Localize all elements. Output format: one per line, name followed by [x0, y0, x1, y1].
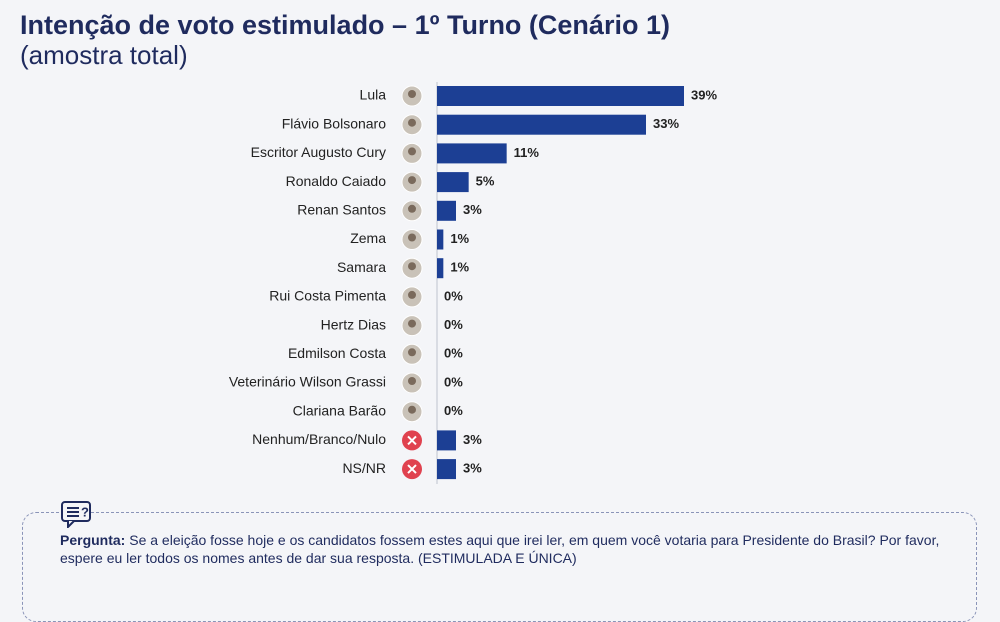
- category-label: Clariana Barão: [293, 402, 387, 418]
- icon: [407, 464, 417, 474]
- bar: [437, 258, 444, 279]
- avatar: [408, 118, 416, 127]
- value-label: 1%: [450, 231, 469, 246]
- icon: [407, 435, 417, 446]
- category-label: Rui Costa Pimenta: [269, 288, 386, 304]
- category-label: Veterinário Wilson Grassi: [229, 374, 386, 390]
- svg-text:?: ?: [81, 504, 89, 519]
- page: Intenção de voto estimulado – 1º Turno (…: [20, 10, 977, 622]
- category-label: Zema: [350, 230, 386, 246]
- avatar: [408, 319, 416, 328]
- avatar: [408, 90, 416, 98]
- value-label: 1%: [450, 260, 469, 275]
- category-label: NS/NR: [342, 460, 386, 476]
- value-label: 3%: [463, 461, 482, 476]
- avatar: [408, 262, 416, 271]
- bar: [437, 459, 456, 480]
- avatar: [408, 176, 416, 185]
- avatar: [408, 147, 416, 156]
- category-label: Ronaldo Caiado: [286, 173, 387, 189]
- category-label: Samara: [337, 259, 386, 275]
- category-label: Renan Santos: [297, 202, 386, 218]
- value-label: 5%: [476, 174, 495, 189]
- value-label: 3%: [463, 202, 482, 217]
- category-label: Nenhum/Branco/Nulo: [252, 431, 386, 447]
- question: Pergunta: Se a eleição fosse hoje e os c…: [60, 531, 965, 567]
- category-label: Hertz Dias: [321, 316, 386, 332]
- value-label: 0%: [444, 374, 463, 389]
- bar: [437, 200, 456, 221]
- question-label: Pergunta:: [60, 532, 126, 548]
- value-label: 0%: [444, 403, 463, 418]
- bar: [437, 86, 684, 106]
- bar: [437, 143, 507, 164]
- bar: [437, 430, 456, 451]
- avatar: [408, 204, 416, 213]
- bar: [437, 229, 444, 250]
- question-text: Se a eleição fosse hoje e os candidatos …: [60, 532, 940, 566]
- avatar: [408, 377, 416, 385]
- value-label: 0%: [444, 317, 463, 332]
- avatar: [408, 233, 416, 242]
- avatar: [408, 290, 416, 299]
- bar: [437, 172, 469, 193]
- chart-title: Intenção de voto estimulado – 1º Turno (…: [20, 10, 670, 40]
- chart: Lula 39% Flávio Bolsonaro 33% Escritor Augus…: [229, 82, 717, 484]
- value-label: 0%: [444, 288, 463, 303]
- value-label: 0%: [444, 346, 463, 361]
- value-label: 39%: [691, 87, 717, 102]
- value-label: 33%: [653, 116, 679, 131]
- question-icon: ?: [61, 501, 91, 528]
- bar: [437, 114, 646, 135]
- chart-subtitle: (amostra total): [20, 40, 188, 70]
- question-box: [22, 512, 977, 622]
- avatar: [408, 405, 416, 414]
- category-label: Lula: [360, 87, 387, 103]
- category-label: Escritor Augusto Cury: [251, 144, 386, 160]
- category-label: Edmilson Costa: [288, 345, 386, 361]
- category-label: Flávio Bolsonaro: [282, 115, 386, 131]
- value-label: 11%: [514, 145, 540, 160]
- value-label: 3%: [463, 432, 482, 447]
- avatar: [408, 348, 416, 357]
